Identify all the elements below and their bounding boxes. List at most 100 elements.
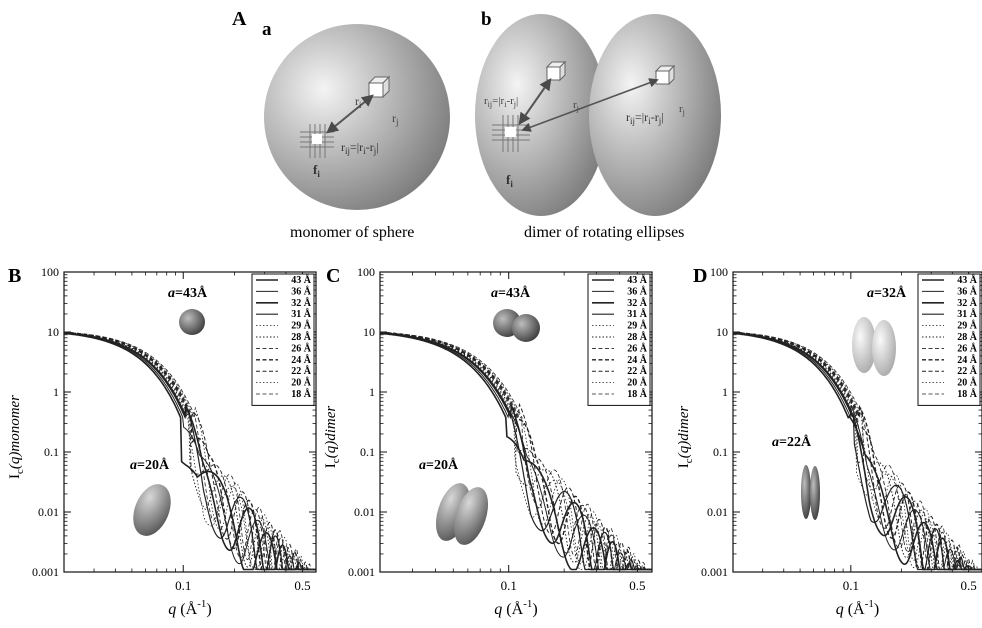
annotation-shape-ellipsoid	[126, 479, 178, 542]
legend-label: 20 Å	[627, 377, 648, 389]
x-axis-label: q (Å-1)	[494, 598, 537, 618]
ellipsoid-icon	[126, 479, 178, 542]
cube-icon	[369, 77, 389, 97]
annotation-var: a	[772, 435, 779, 450]
legend-label: 22 Å	[957, 365, 978, 377]
y-tick-label: 10	[47, 325, 59, 339]
legend-label: 24 Å	[957, 354, 978, 366]
legend-label: 36 Å	[627, 285, 648, 297]
annotation-label: a=20Å	[419, 457, 459, 473]
x-axis-label-exp: -1	[865, 598, 874, 610]
annotation-value: =22Å	[779, 434, 812, 450]
annotation-label: a=32Å	[867, 285, 907, 301]
legend-label: 28 Å	[291, 331, 312, 343]
panel-label: C	[326, 265, 340, 287]
legend-label: 24 Å	[291, 354, 312, 366]
legend-label: 31 Å	[627, 308, 648, 320]
subpanel-label-b: b	[481, 9, 492, 30]
annotation-shape-dimer-ellipsoid	[429, 479, 494, 549]
annotation-value: =32Å	[874, 285, 907, 301]
y-axis-label-rest: (q)	[7, 452, 23, 470]
x-axis-label-q: q	[494, 601, 506, 618]
y-tick-label: 0.001	[701, 565, 728, 579]
legend-label: 31 Å	[291, 308, 312, 320]
cube-icon-right	[656, 66, 674, 84]
x-axis-label-unit: (Å	[506, 600, 523, 618]
annotation-value: =20Å	[426, 457, 459, 473]
y-tick-label: 0.1	[713, 445, 728, 459]
y-tick-label: 0.01	[38, 505, 59, 519]
legend-label: 26 Å	[627, 342, 648, 354]
legend-label: 36 Å	[957, 285, 978, 297]
subpanel-b-dimer: b rij=|ri-rj| rj	[475, 9, 721, 241]
y-axis-label: Ic(q)dimer	[676, 406, 695, 469]
chart-panels: B 0.001 0.01 0.1 1 10 100 0.1 0.5 Ic(q)monomer q (…	[7, 265, 982, 618]
ellipse-left	[475, 14, 607, 216]
y-tick-label: 0.01	[707, 505, 728, 519]
legend: 43 Å36 Å32 Å31 Å29 Å28 Å26 Å24 Å22 Å20 Å…	[252, 274, 314, 405]
annotation-shape-dimer-sphere	[493, 309, 540, 342]
legend-label: 18 Å	[291, 388, 312, 400]
legend-label: 28 Å	[957, 331, 978, 343]
x-tick-label: 0.1	[843, 578, 859, 593]
annotation-label: a=43Å	[168, 285, 208, 301]
x-tick-label: 0.5	[961, 578, 977, 593]
legend-label: 29 Å	[627, 320, 648, 332]
legend-label: 22 Å	[627, 365, 648, 377]
panel-label: D	[693, 265, 707, 287]
legend-label: 28 Å	[627, 331, 648, 343]
annotation-var: a	[130, 458, 137, 473]
x-tick-label: 0.1	[175, 578, 191, 593]
annotation-value: =43Å	[498, 285, 531, 301]
legend-label: 32 Å	[291, 297, 312, 309]
annotation-var: a	[867, 286, 874, 301]
x-axis-label: q (Å-1)	[168, 598, 211, 618]
legend-label: 29 Å	[291, 320, 312, 332]
annotation-label: a=22Å	[772, 434, 812, 450]
legend-label: 43 Å	[291, 274, 312, 286]
x-axis-label-exp: -1	[197, 598, 206, 610]
legend-label: 18 Å	[627, 388, 648, 400]
legend-label: 32 Å	[627, 297, 648, 309]
panel-label: B	[8, 265, 21, 287]
annotation-shape-sphere	[179, 309, 205, 335]
x-axis-label-close: )	[532, 601, 537, 618]
legend-label: 31 Å	[957, 308, 978, 320]
sphere-body	[264, 24, 450, 210]
annotation-label: a=20Å	[130, 457, 170, 473]
y-tick-label: 10	[363, 325, 375, 339]
y-axis-label-tail: dimer	[323, 406, 339, 441]
panel-a: A a ri rj rij=|ri-rj| fi	[232, 8, 721, 241]
subpanel-label-a: a	[262, 19, 272, 40]
panel-label-a: A	[232, 8, 247, 30]
y-axis-label: Ic(q)monomer	[7, 395, 26, 479]
legend-label: 26 Å	[291, 342, 312, 354]
subpanel-a-sphere: a ri rj rij=|ri-rj| fi monomer of sphere	[262, 19, 450, 241]
cube-icon-left	[547, 62, 565, 80]
y-tick-label: 0.1	[360, 445, 375, 459]
y-tick-label: 100	[710, 265, 728, 279]
annotation-var: a	[419, 458, 426, 473]
x-axis-label-close: )	[874, 601, 879, 618]
legend: 43 Å36 Å32 Å31 Å29 Å28 Å26 Å24 Å22 Å20 Å…	[588, 274, 650, 405]
chart-panel-c: C 0.001 0.01 0.1 1 10 100 0.1 0.5 Ic(q)dimer q (Å-…	[323, 265, 652, 618]
y-tick-label: 1	[53, 385, 59, 399]
x-tick-label: 0.5	[294, 578, 310, 593]
y-axis-label: Ic(q)dimer	[323, 406, 342, 469]
x-axis-label: q (Å-1)	[836, 598, 879, 618]
dimer-thin-icon	[810, 466, 820, 520]
legend-label: 22 Å	[291, 365, 312, 377]
y-tick-label: 10	[716, 325, 728, 339]
x-axis-label-exp: -1	[523, 598, 532, 610]
annotation-value: =20Å	[137, 457, 170, 473]
legend: 43 Å36 Å32 Å31 Å29 Å28 Å26 Å24 Å22 Å20 Å…	[918, 274, 980, 405]
y-tick-label: 100	[357, 265, 375, 279]
y-tick-label: 0.1	[44, 445, 59, 459]
y-axis-label-tail: monomer	[7, 395, 23, 452]
x-axis-label-q: q	[836, 601, 848, 618]
dimer-sphere-icon	[512, 314, 540, 342]
x-axis-label-unit: (Å	[180, 600, 197, 618]
y-tick-label: 0.01	[354, 505, 375, 519]
